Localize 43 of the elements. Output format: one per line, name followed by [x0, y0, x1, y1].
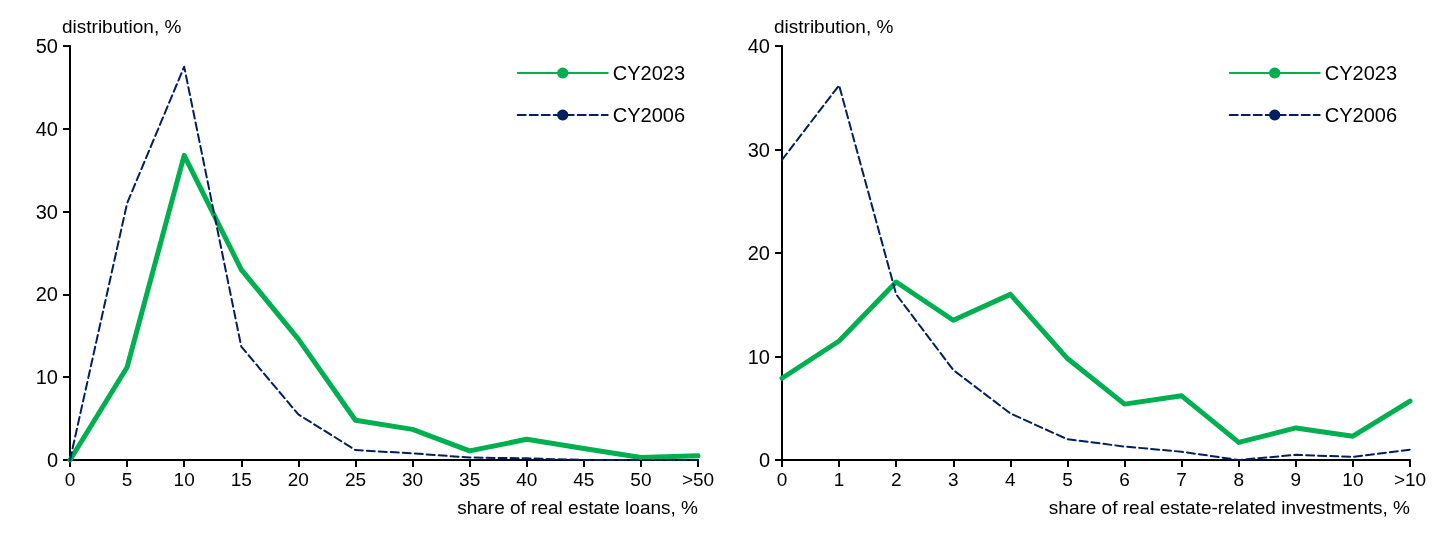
- x-axis-title: share of real estate loans, %: [457, 497, 699, 518]
- y-tick-label: 10: [747, 345, 770, 368]
- x-tick-label: 9: [1290, 469, 1302, 490]
- x-tick-label: 35: [459, 469, 481, 490]
- y-tick-label: 30: [747, 138, 770, 161]
- x-tick-label: 5: [1062, 469, 1073, 490]
- x-tick-label: 10: [1342, 469, 1364, 490]
- x-tick-label: >10: [1393, 469, 1427, 490]
- x-tick-label: 0: [776, 469, 788, 490]
- x-tick-label: 8: [1233, 469, 1245, 490]
- legend-label: CY2006: [1324, 104, 1398, 126]
- x-tick-label: 15: [230, 469, 252, 490]
- y-tick-label: 40: [747, 35, 770, 57]
- x-tick-label: 5: [121, 469, 133, 490]
- y-tick-label: 20: [747, 242, 770, 264]
- y-tick-label: 40: [35, 117, 58, 140]
- x-tick-label: 10: [173, 469, 195, 490]
- legend-label: CY2023: [1324, 62, 1398, 84]
- x-tick-label: 45: [573, 469, 595, 490]
- x-tick-label: 1: [833, 469, 845, 490]
- legend-label: CY2006: [612, 104, 686, 126]
- legend-label: CY2023: [612, 62, 686, 84]
- y-tick-label: 0: [758, 449, 770, 471]
- y-tick-label: 20: [35, 283, 58, 306]
- x-tick-label: 2: [890, 469, 902, 490]
- y-tick-label: 0: [46, 449, 58, 471]
- x-tick-label: 0: [64, 469, 76, 490]
- y-axis-title: distribution, %: [62, 16, 182, 38]
- y-axis-title: distribution, %: [774, 16, 894, 38]
- x-tick-label: 6: [1119, 469, 1130, 490]
- x-tick-label: 30: [401, 469, 424, 490]
- x-axis-title: share of real estate-related investments, %: [1048, 497, 1411, 518]
- x-tick-label: 40: [516, 469, 538, 490]
- x-tick-label: 25: [344, 469, 367, 490]
- x-tick-label: >50: [681, 469, 715, 490]
- x-tick-label: 50: [630, 469, 652, 490]
- x-tick-label: 20: [287, 469, 309, 490]
- x-tick-label: 4: [1005, 469, 1017, 490]
- y-tick-label: 30: [35, 200, 58, 223]
- y-tick-label: 50: [35, 35, 58, 57]
- x-tick-label: 3: [947, 469, 959, 490]
- y-tick-label: 10: [35, 366, 58, 389]
- x-tick-label: 7: [1176, 469, 1187, 490]
